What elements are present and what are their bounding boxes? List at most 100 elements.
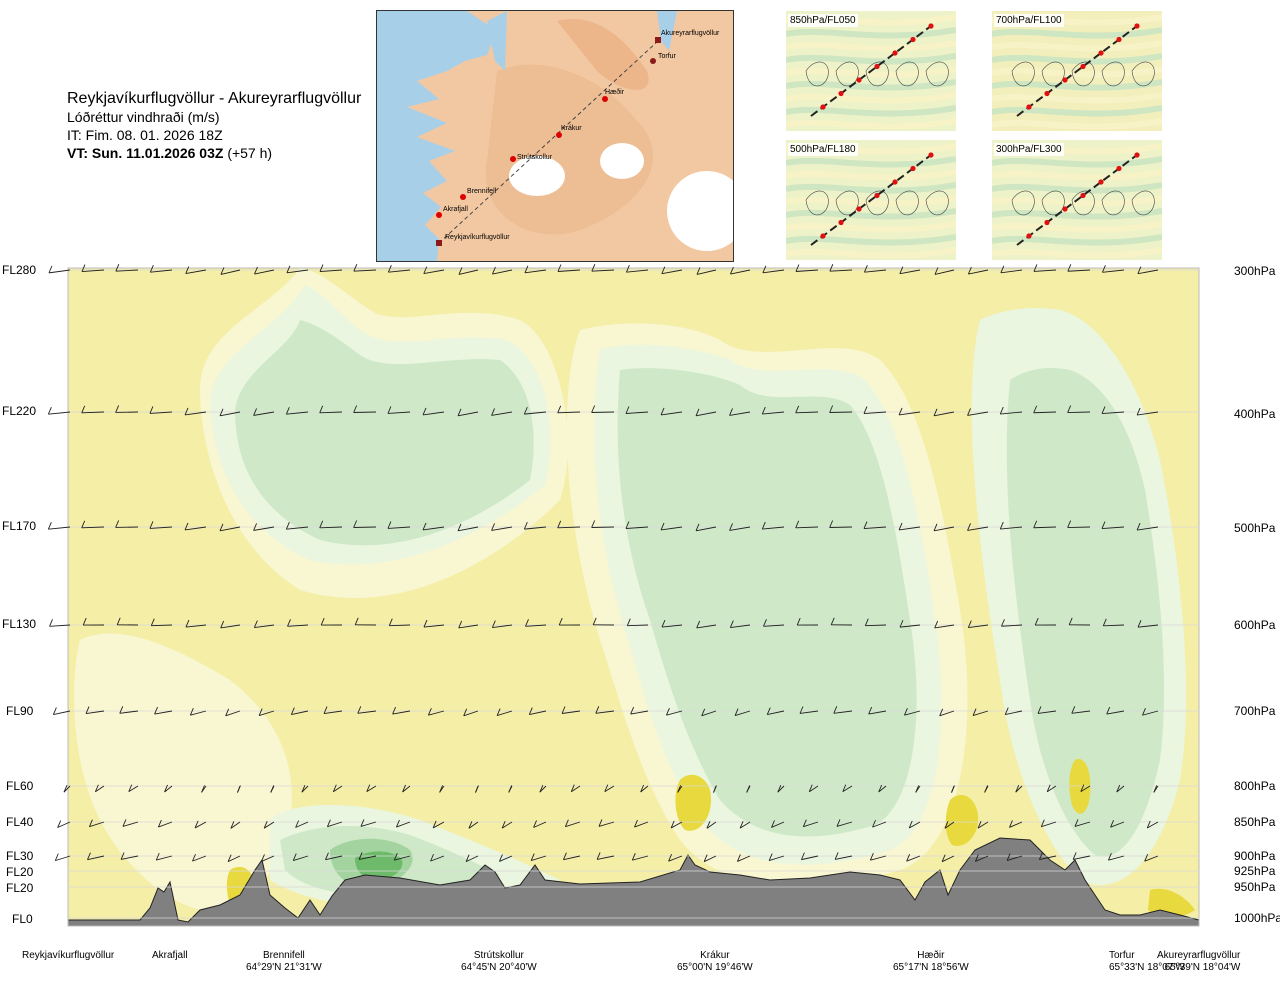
wind-barb-700-7 (291, 710, 309, 716)
wind-barb-flag-850-25 (908, 820, 913, 829)
wind-barb-700-10 (392, 710, 411, 715)
wind-barb-flag-900-31 (1107, 853, 1112, 861)
wind-barb-850-14 (533, 821, 547, 828)
panel-band-3-5 (992, 208, 1162, 220)
wind-barb-flag-300-30 (1067, 264, 1072, 272)
wind-barb-800-1 (95, 785, 105, 793)
wind-barb-flag-800-5 (237, 785, 241, 793)
wind-barb-900-11 (430, 855, 445, 862)
location-brennifell: Brennifell 64°29'N 21°31'W (246, 950, 322, 974)
panel-point-1-6 (1134, 23, 1140, 29)
wind-barb-flag-800-26 (951, 785, 955, 793)
wind-barb-300-29 (1033, 269, 1057, 272)
panel-coast-1-0 (1011, 61, 1035, 87)
wind-barb-900-30 (1073, 855, 1091, 860)
wind-barb-flag-850-28 (1009, 820, 1013, 828)
wind-barb-flag-850-21 (771, 820, 775, 828)
panel-band-1-7 (992, 105, 1162, 117)
wind-barb-flag-900-30 (1072, 852, 1077, 860)
wind-barb-flag-500-20 (729, 523, 733, 531)
wind-barb-flag-850-1 (89, 819, 93, 827)
wind-barb-flag-800-11 (439, 785, 444, 793)
wind-barb-flag-300-18 (661, 266, 666, 274)
panel-band-2-2 (786, 169, 956, 181)
wind-barb-500-15 (557, 526, 581, 529)
wind-barb-flag-400-4 (184, 407, 189, 416)
wind-barb-400-15 (557, 411, 581, 414)
wind-barb-300-20 (730, 269, 751, 275)
panel-band-3-2 (992, 169, 1162, 181)
wind-barb-flag-900-18 (668, 853, 672, 862)
wind-barb-flag-600-26 (934, 620, 939, 629)
wind-barb-900-10 (394, 855, 411, 861)
wind-barb-flag-300-28 (1000, 265, 1005, 273)
map-glacier-hofsjokull (600, 143, 644, 179)
wind-barb-700-20 (734, 710, 751, 716)
wind-barb-700-31 (1106, 710, 1125, 715)
wind-barb-700-8 (323, 710, 343, 714)
wind-barb-flag-700-5 (225, 708, 230, 716)
location-akrafjall: Akrafjall (152, 950, 188, 962)
wind-barb-flag-600-19 (696, 620, 701, 629)
wind-barb-400-30 (1067, 411, 1091, 413)
wind-barb-flag-850-5 (230, 821, 235, 829)
panel-point-0-0 (820, 104, 826, 110)
wind-barb-flag-900-14 (530, 853, 535, 861)
wind-barb-flag-600-17 (626, 618, 631, 626)
wind-barb-700-28 (1005, 710, 1023, 715)
wind-barb-300-12 (458, 269, 479, 275)
wind-barb-flag-700-20 (734, 708, 739, 716)
wind-barb-300-24 (864, 269, 887, 273)
wind-barb-600-13 (492, 624, 513, 629)
panel-point-3-2 (1062, 206, 1068, 212)
wind-barb-flag-300-19 (696, 267, 701, 275)
wind-barb-600-24 (865, 624, 887, 627)
wind-barb-flag-700-14 (528, 707, 533, 715)
wind-barb-flag-850-6 (263, 821, 268, 829)
wind-barb-flag-600-30 (1068, 617, 1073, 625)
wind-barb-500-11 (422, 526, 445, 531)
wind-barb-flag-850-15 (564, 819, 569, 827)
wind-barb-flag-300-31 (1102, 265, 1106, 273)
wind-barb-600-12 (458, 624, 479, 629)
wind-barb-flag-300-17 (625, 265, 630, 273)
panel-point-1-4 (1098, 50, 1104, 56)
wind-barb-800-14 (539, 785, 547, 793)
wind-barb-600-7 (287, 624, 309, 627)
map-route-line (438, 40, 659, 244)
wind-barb-flag-700-16 (595, 706, 600, 714)
panel-band-1-2 (992, 40, 1162, 52)
valid-time-offset: (+57 h) (227, 145, 273, 161)
wind-barb-300-1 (81, 269, 105, 272)
wind-barb-flag-700-29 (1037, 706, 1042, 714)
wind-barb-300-13 (492, 269, 513, 275)
wind-barbs (47, 264, 1159, 863)
panel-band-2-7 (786, 234, 956, 246)
panel-700-svg (992, 11, 1162, 131)
wind-barb-flag-400-32 (1136, 407, 1141, 416)
wind-barb-400-27 (967, 411, 989, 416)
wind-barb-400-7 (286, 411, 309, 415)
wind-barb-500-6 (253, 526, 275, 531)
wind-barb-flag-800-31 (1116, 784, 1121, 793)
map-label-torfur: Torfur (658, 53, 677, 60)
wind-barb-700-22 (799, 710, 819, 714)
wind-barb-flag-500-1 (81, 520, 86, 528)
wind-barb-flag-400-0 (47, 406, 52, 415)
panel-band-3-4 (992, 195, 1162, 207)
wind-barb-900-0 (55, 855, 71, 862)
route-map: Akureyrarflugvöllur Torfur Hæðir Krákur … (376, 10, 734, 262)
wind-barb-300-30 (1067, 269, 1091, 272)
wind-barb-flag-700-15 (561, 706, 566, 714)
wind-barb-flag-500-19 (695, 523, 700, 531)
map-glacier-vatnajokull (667, 171, 733, 251)
location-strutskollur-name: Strútskollur (473, 950, 524, 961)
panel-point-3-6 (1134, 152, 1140, 158)
wind-barb-flag-300-2 (115, 264, 120, 272)
panel-point-3-3 (1080, 192, 1086, 199)
wind-barb-900-12 (465, 855, 479, 863)
wind-barb-900-25 (906, 855, 921, 862)
wind-barb-flag-700-21 (766, 707, 771, 715)
wind-barb-300-11 (423, 269, 445, 275)
wind-barb-900-26 (941, 855, 955, 863)
